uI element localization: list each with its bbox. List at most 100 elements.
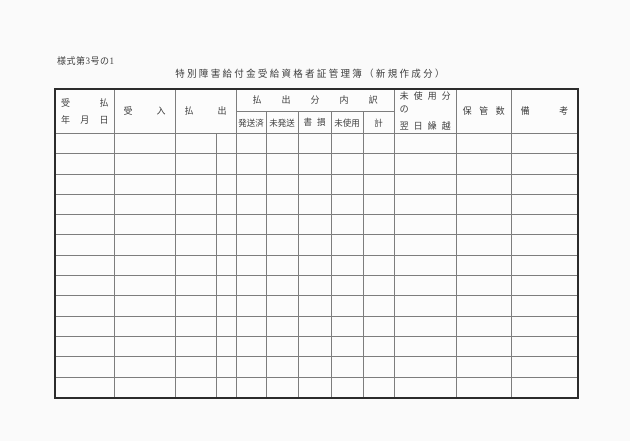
empty-cell (330, 193, 364, 216)
table-row (54, 376, 579, 399)
empty-cell (174, 376, 217, 399)
empty-cell (455, 153, 512, 175)
empty-cell (510, 315, 579, 337)
empty-cell (510, 335, 579, 358)
empty-cell (362, 132, 395, 155)
empty-cell (174, 234, 217, 256)
empty-cell (54, 173, 115, 195)
header-undispatched: 未発送 (265, 111, 299, 134)
empty-cell (113, 315, 176, 337)
empty-cell (54, 356, 115, 378)
table-row (54, 315, 579, 337)
empty-cell (330, 254, 364, 277)
empty-cell (215, 173, 237, 195)
empty-cell (393, 335, 457, 358)
empty-cell (297, 132, 332, 155)
empty-cell (362, 254, 395, 277)
empty-cell (297, 356, 332, 378)
header-storage-count: 保 管 数 (455, 88, 512, 134)
table-row (54, 295, 579, 317)
empty-cell (510, 254, 579, 277)
empty-cell (54, 193, 115, 216)
empty-cell (297, 275, 332, 297)
empty-cell (235, 214, 267, 236)
empty-cell (297, 315, 332, 337)
empty-cell (235, 275, 267, 297)
empty-cell (174, 132, 217, 155)
page-title: 特別障害給付金受給資格者証管理簿（新規作成分） (175, 70, 447, 80)
empty-cell (174, 295, 217, 317)
table-row (54, 234, 579, 256)
empty-cell (174, 275, 217, 297)
table-row (54, 173, 579, 195)
empty-cell (113, 193, 176, 216)
empty-cell (297, 214, 332, 236)
empty-cell (113, 295, 176, 317)
empty-cell (455, 234, 512, 256)
empty-cell (174, 315, 217, 337)
header-payout-breakdown-group: 払 出 分 内 訳 (235, 88, 395, 112)
ledger-table: 受 払 年 月 日 受 入 払 出 払 出 分 内 訳 未 使 用 分 の 翌 (54, 88, 580, 399)
empty-cell (393, 356, 457, 378)
header-remarks: 備 考 (510, 88, 579, 134)
empty-cell (235, 193, 267, 216)
empty-cell (235, 356, 267, 378)
empty-cell (297, 254, 332, 277)
empty-cell (215, 315, 237, 337)
empty-cell (330, 315, 364, 337)
empty-cell (54, 295, 115, 317)
empty-cell (174, 356, 217, 378)
empty-cell (265, 193, 299, 216)
empty-cell (455, 214, 512, 236)
empty-cell (215, 376, 237, 399)
empty-cell (235, 153, 267, 175)
empty-cell (455, 295, 512, 317)
empty-cell (510, 214, 579, 236)
empty-cell (362, 275, 395, 297)
empty-cell (362, 214, 395, 236)
table-row (54, 335, 579, 358)
empty-cell (393, 295, 457, 317)
empty-cell (455, 132, 512, 155)
empty-cell (54, 335, 115, 358)
empty-cell (174, 214, 217, 236)
empty-cell (235, 295, 267, 317)
empty-cell (362, 234, 395, 256)
empty-cell (215, 234, 237, 256)
empty-cell (113, 376, 176, 399)
header-payout: 払 出 (174, 88, 237, 134)
empty-cell (362, 153, 395, 175)
empty-cell (393, 193, 457, 216)
empty-cell (330, 376, 364, 399)
empty-cell (235, 173, 267, 195)
table-row (54, 214, 579, 236)
empty-cell (330, 173, 364, 195)
empty-cell (215, 153, 237, 175)
empty-cell (297, 335, 332, 358)
empty-cell (362, 376, 395, 399)
empty-cell (54, 234, 115, 256)
form-number-label: 様式第3号の1 (57, 56, 115, 66)
empty-cell (330, 234, 364, 256)
empty-cell (54, 254, 115, 277)
empty-cell (330, 153, 364, 175)
empty-cell (265, 335, 299, 358)
empty-cell (297, 173, 332, 195)
empty-cell (235, 376, 267, 399)
empty-cell (393, 315, 457, 337)
empty-cell (510, 132, 579, 155)
header-date-line2: 年 月 日 (61, 114, 109, 125)
empty-cell (54, 132, 115, 155)
empty-cell (113, 356, 176, 378)
empty-cell (54, 315, 115, 337)
empty-cell (362, 356, 395, 378)
empty-cell (54, 376, 115, 399)
empty-cell (362, 335, 395, 358)
empty-cell (174, 173, 217, 195)
empty-cell (54, 153, 115, 175)
header-unused-carryover: 未 使 用 分 の 翌 日 繰 越 (393, 88, 457, 134)
empty-cell (113, 254, 176, 277)
empty-cell (393, 275, 457, 297)
empty-cell (330, 214, 364, 236)
empty-cell (455, 376, 512, 399)
